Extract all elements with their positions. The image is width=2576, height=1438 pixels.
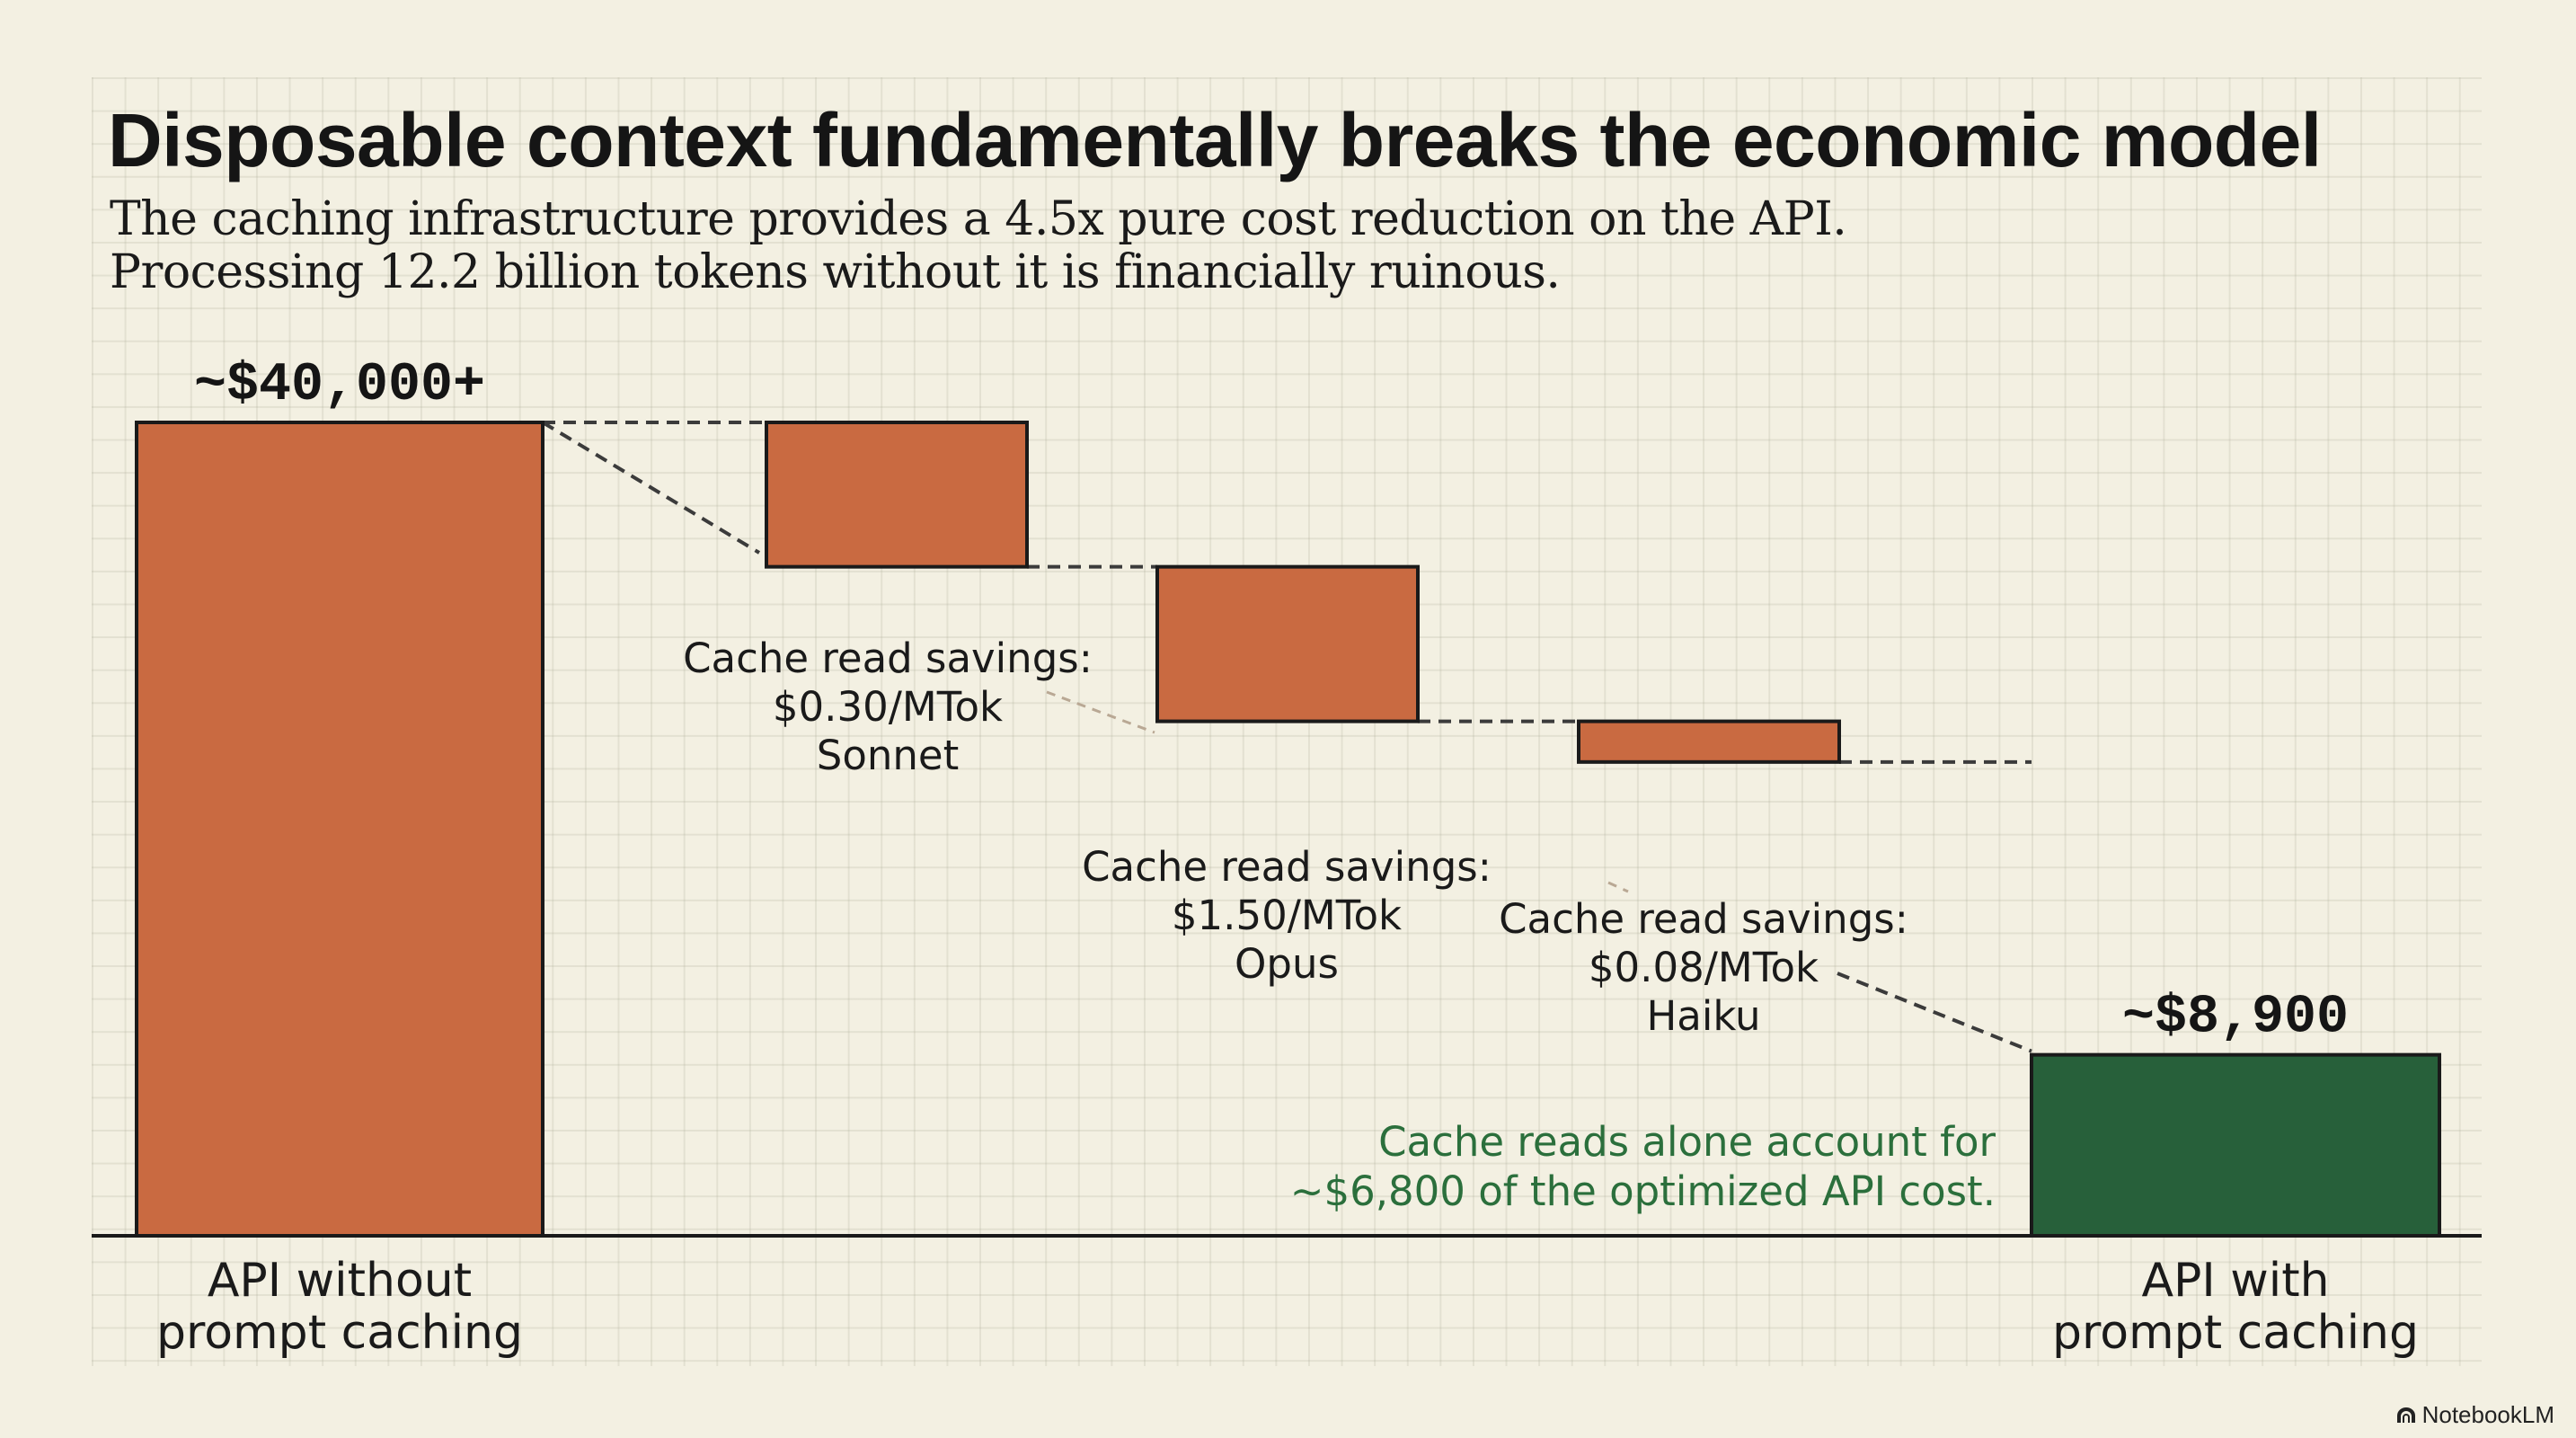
bar-start [135,421,544,1238]
brand-label: NotebookLM [2421,1401,2554,1428]
step-label-opus: Opus [1235,940,1339,988]
value-label-start: ~$40,000+ [194,355,485,416]
step-label-opus: Cache read savings: [1082,843,1492,891]
bar-end [2030,1052,2441,1238]
step-label-opus: $1.50/MTok [1172,892,1402,939]
notebooklm-logo-icon [2396,1407,2415,1423]
annotation-text: Cache reads alone account for [1378,1118,1996,1166]
step-label-haiku: Haiku [1646,992,1760,1040]
step-label-haiku: Cache read savings: [1499,895,1908,943]
leader-line [1837,972,2032,1053]
bar-haiku [1577,719,1841,764]
bar-opus [1155,564,1420,723]
category-label-start: prompt caching [156,1306,523,1360]
subtitle-line-1: The caching infrastructure provides a 4.… [110,192,1847,246]
step-label-sonnet: Sonnet [817,732,959,779]
step-label-sonnet: $0.30/MTok [773,683,1003,731]
brand-watermark: NotebookLM [2395,1401,2554,1429]
subtitle-line-2: Processing 12.2 billion tokens without i… [110,245,1561,299]
category-label-end: prompt caching [2052,1306,2419,1360]
value-label-end: ~$8,900 [2122,988,2349,1049]
category-label-end: API with [2141,1254,2329,1308]
annotation-text: ~$6,800 of the optimized API cost. [1290,1167,1996,1215]
leader-line [541,421,761,555]
page-title: Disposable context fundamentally breaks … [108,98,2322,182]
leader-line [1607,881,1629,893]
category-label-start: API without [208,1254,472,1308]
bar-sonnet [765,421,1029,569]
leader-line [1046,690,1155,734]
step-label-sonnet: Cache read savings: [683,635,1093,682]
step-label-haiku: $0.08/MTok [1589,944,1819,991]
